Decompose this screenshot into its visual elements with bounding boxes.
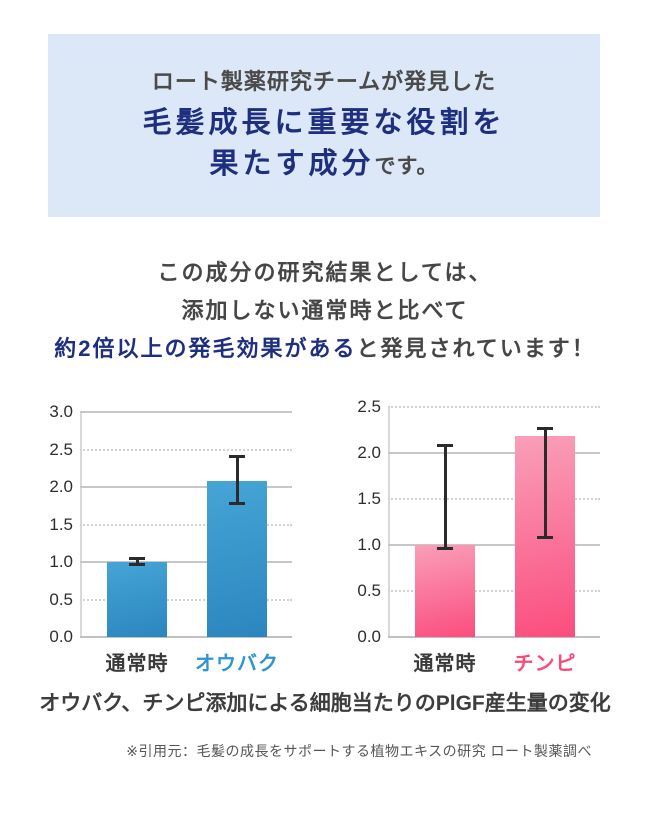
gridline [80,448,292,451]
statement-line-2: 添加しない通常時と比べて [181,298,469,323]
y-tick-label: 1.0 [49,552,73,571]
y-tick-label: 2.0 [357,443,381,462]
gridline [388,590,600,592]
bar-chart-ouhaku: 3.0 2.5 2.0 1.5 1.0 0.5 0.0 通常時 オウバク [46,402,292,677]
error-bar [135,556,139,566]
error-bar-cap [437,546,453,550]
plot-area-chinpi [388,406,600,638]
y-tick-label: 0.0 [49,627,73,646]
charts-row: 3.0 2.5 2.0 1.5 1.0 0.5 0.0 通常時 オウバク 2.5 2.0 1.5 1.… [0,397,650,677]
headline-line-3: 果たす成分です。 [210,144,439,187]
y-tick-label: 0.0 [357,627,381,646]
headline-box: ロート製薬研究チームが発見した 毛髪成長に重要な役割を 果たす成分です。 [48,34,600,217]
x-category-label-chinpi-1: チンピ [513,653,577,675]
x-category-label-ouhaku-1: オウバク [195,653,279,675]
y-tick-label: 1.5 [357,489,381,508]
gridline [388,406,600,408]
gridline [80,561,292,563]
error-bar-cap [129,562,145,566]
bar-ouhaku-0 [107,562,167,637]
error-bar [443,443,447,550]
statement-line-1: この成分の研究結果としては、 [157,260,493,285]
y-tick-label: 0.5 [357,581,381,600]
research-statement: この成分の研究結果としては、 添加しない通常時と比べて 約2倍以上の発毛効果があ… [0,254,650,368]
headline-line-1: ロート製薬研究チームが発見した [151,69,497,94]
headline-line-3-strong: 果たす成分 [209,148,375,180]
plot-area-ouhaku [80,411,292,638]
bar-chinpi-0 [415,545,475,637]
x-category-label-chinpi-0: 通常時 [413,653,477,675]
gridline [80,411,292,413]
gridline [80,486,292,488]
error-bar [543,427,547,540]
y-tick-label: 1.5 [49,514,73,534]
bar-chart-chinpi: 2.5 2.0 1.5 1.0 0.5 0.0 通常時 チンピ [354,397,600,677]
gridline [80,636,292,638]
headline-line-2: 毛髪成長に重要な役割を [142,107,506,139]
citation-note: ※引用元：毛髪の成長をサポートする植物エキスの研究 ロート製薬調べ [126,743,592,759]
y-tick-label: 2.0 [49,477,73,496]
error-bar-cap [437,443,453,447]
y-axis-line [388,407,390,637]
y-tick-label: 0.5 [49,589,73,609]
statement-line-3-rest: と発見されています！ [356,336,596,361]
error-bar-cap [537,536,553,540]
error-bar [235,454,239,505]
error-bar-cap [229,502,245,505]
gridline [388,452,600,454]
statement-highlight: 約2倍以上の発毛効果がある [54,336,357,361]
statement-line-3: 約2倍以上の発毛効果があると発見されています！ [0,330,650,368]
chart-caption: オウバク、チンピ添加による細胞当たりのPlGF産生量の変化 [39,692,611,715]
gridline [388,498,600,500]
gridline [388,636,600,638]
page: ロート製薬研究チームが発見した 毛髪成長に重要な役割を 果たす成分です。 この成… [0,34,650,814]
error-bar-cap [537,427,553,431]
error-bar-cap [229,454,245,458]
gridline [80,598,292,601]
error-bar-cap [129,556,145,560]
gridline [388,544,600,546]
x-category-label-ouhaku-0: 通常時 [105,653,169,675]
y-tick-label: 2.5 [49,439,73,459]
y-tick-label: 3.0 [49,402,73,421]
y-tick-label: 1.0 [357,535,381,554]
y-tick-label: 2.5 [357,397,381,416]
bar-ouhaku-1 [207,481,267,637]
gridline [80,523,292,526]
headline-line-3-rest: です。 [374,155,439,178]
